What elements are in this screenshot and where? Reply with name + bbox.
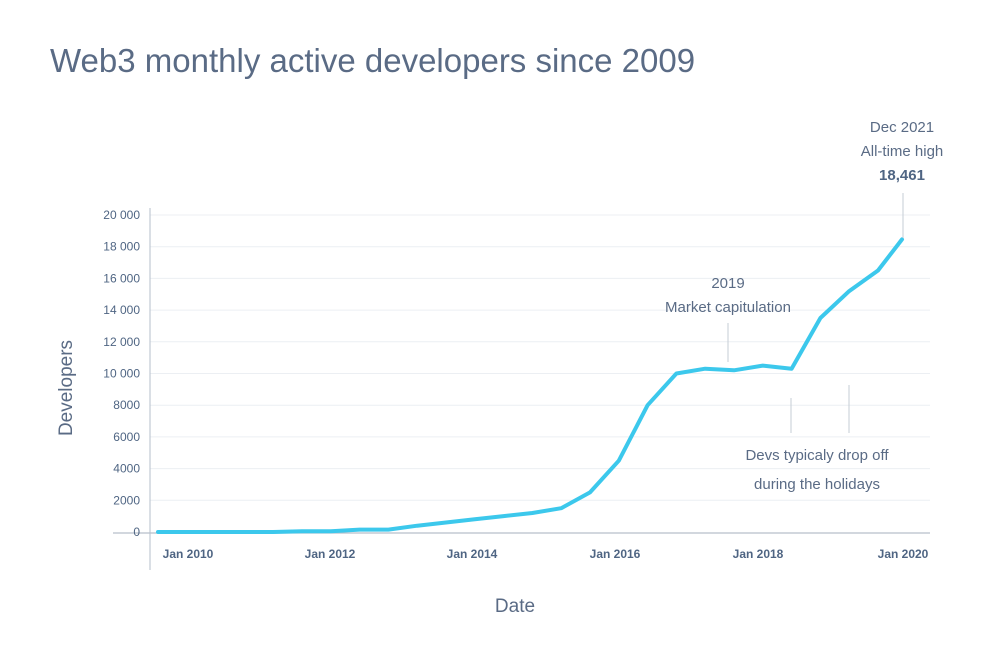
y-tick-label: 18 000 (103, 240, 140, 254)
y-tick-label: 16 000 (103, 271, 140, 285)
annotation-text: 2019 (711, 275, 744, 292)
x-tick-label: Jan 2014 (447, 547, 498, 561)
y-tick-label: 0 (133, 525, 140, 539)
annotation-text: Devs typicaly drop off (745, 447, 889, 464)
y-tick-label: 14 000 (103, 303, 140, 317)
annotation-text: during the holidays (754, 476, 880, 493)
annotation-value: 18,461 (879, 167, 925, 184)
x-tick-label: Jan 2018 (733, 547, 784, 561)
y-tick-label: 4000 (113, 462, 140, 476)
chart-title: Web3 monthly active developers since 200… (50, 42, 696, 79)
x-ticks: Jan 2010 Jan 2012 Jan 2014 Jan 2016 Jan 2018… (163, 547, 929, 561)
y-tick-label: 2000 (113, 493, 140, 507)
annotations: Dec 2021 All-time high 18,461 2019 Market ca… (665, 119, 943, 493)
y-tick-label: 10 000 (103, 367, 140, 381)
x-tick-label: Jan 2020 (878, 547, 929, 561)
y-ticks: 0 2000 4000 6000 8000 10 000 12 000 14 000 16 00… (103, 208, 140, 539)
x-tick-label: Jan 2016 (590, 547, 641, 561)
annotation-text: Dec 2021 (870, 119, 934, 136)
y-tick-label: 20 000 (103, 208, 140, 222)
x-tick-label: Jan 2012 (305, 547, 356, 561)
series-line (156, 237, 904, 534)
y-tick-label: 6000 (113, 430, 140, 444)
x-axis-label: Date (495, 596, 535, 617)
y-axis-label: Developers (56, 340, 77, 436)
grid (150, 214, 930, 501)
y-tick-label: 12 000 (103, 335, 140, 349)
y-tick-label: 8000 (113, 398, 140, 412)
annotation-text: Market capitulation (665, 299, 791, 316)
annotation-text: All-time high (861, 143, 944, 160)
x-tick-label: Jan 2010 (163, 547, 214, 561)
